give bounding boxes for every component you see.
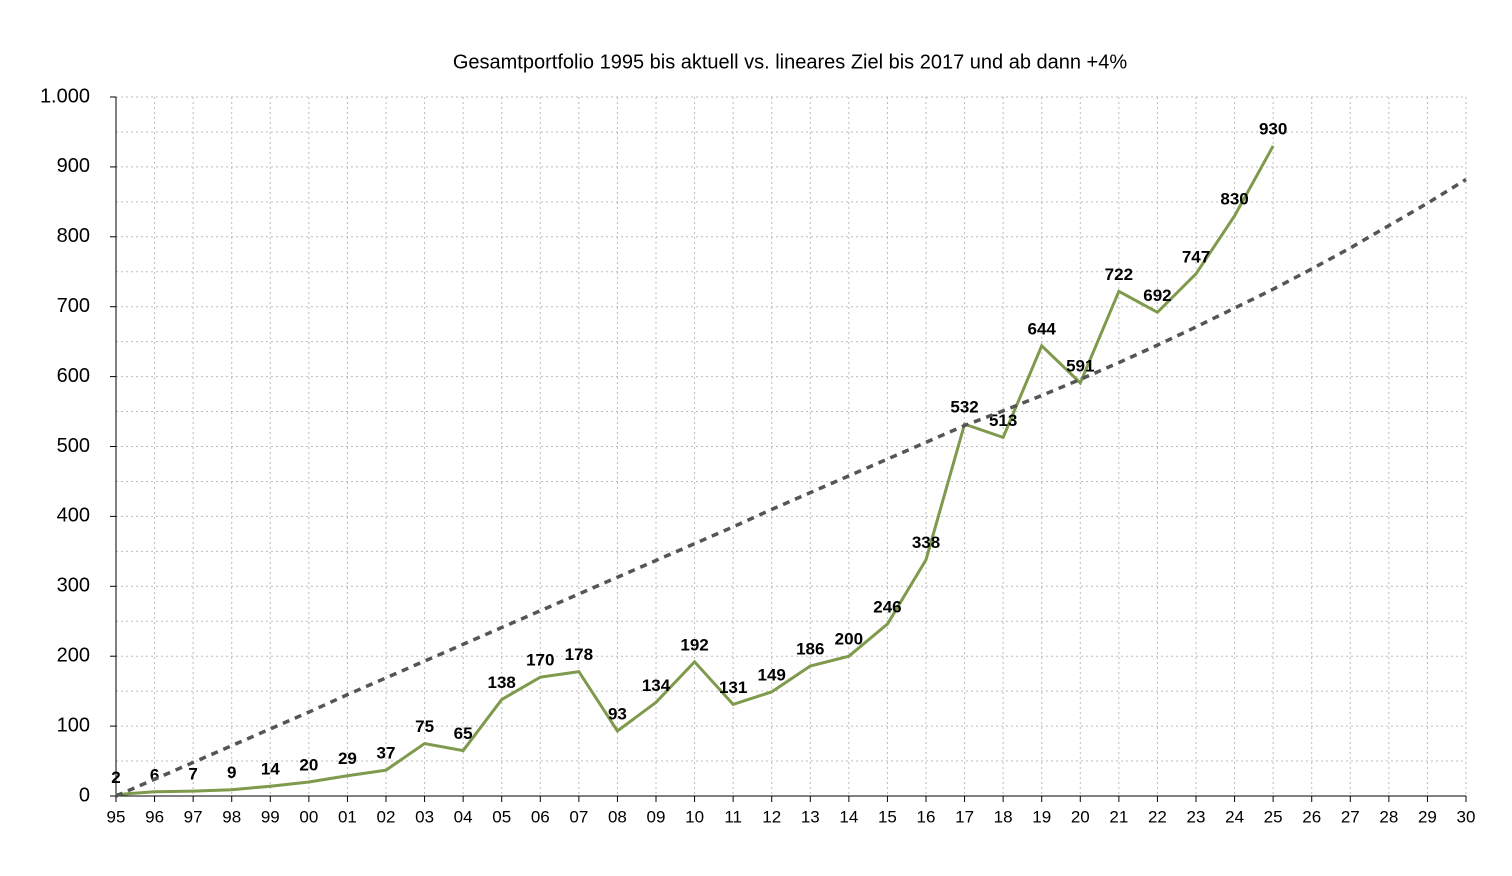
x-tick-label: 19 — [1032, 807, 1051, 826]
x-tick-label: 29 — [1418, 807, 1437, 826]
y-tick-label: 800 — [57, 225, 90, 247]
x-tick-label: 20 — [1071, 807, 1090, 826]
x-tick-label: 02 — [377, 807, 396, 826]
x-tick-label: 10 — [685, 807, 704, 826]
x-tick-label: 21 — [1109, 807, 1128, 826]
x-tick-label: 07 — [569, 807, 588, 826]
data-label: 93 — [608, 704, 627, 723]
x-tick-label: 12 — [762, 807, 781, 826]
data-label: 131 — [719, 678, 747, 697]
x-tick-label: 06 — [531, 807, 550, 826]
x-tick-label: 13 — [801, 807, 820, 826]
data-label: 29 — [338, 749, 357, 768]
data-label: 178 — [565, 645, 593, 664]
x-tick-label: 98 — [222, 807, 241, 826]
x-tick-label: 04 — [454, 807, 473, 826]
y-tick-label: 700 — [57, 295, 90, 317]
x-tick-label: 01 — [338, 807, 357, 826]
series-line — [115, 145, 1275, 797]
data-label: 2 — [111, 768, 120, 787]
data-label: 75 — [415, 717, 434, 736]
data-label: 20 — [299, 756, 318, 775]
x-tick-label: 99 — [261, 807, 280, 826]
x-tick-label: 25 — [1264, 807, 1283, 826]
y-tick-label: 900 — [57, 155, 90, 177]
data-label: 37 — [377, 744, 396, 763]
data-label: 591 — [1066, 356, 1094, 375]
x-tick-label: 96 — [145, 807, 164, 826]
data-label: 644 — [1028, 319, 1057, 338]
y-tick-label: 500 — [57, 435, 90, 457]
data-label: 65 — [454, 724, 473, 743]
x-tick-label: 14 — [839, 807, 858, 826]
data-label: 14 — [261, 760, 280, 779]
data-label: 138 — [488, 673, 516, 692]
data-label: 149 — [758, 665, 786, 684]
data-label: 246 — [873, 598, 901, 617]
data-label: 513 — [989, 411, 1017, 430]
data-label: 9 — [227, 763, 236, 782]
x-tick-label: 26 — [1302, 807, 1321, 826]
x-tick-label: 30 — [1457, 807, 1476, 826]
data-label: 338 — [912, 533, 940, 552]
x-tick-label: 08 — [608, 807, 627, 826]
data-label: 830 — [1220, 189, 1248, 208]
data-label: 930 — [1259, 119, 1287, 138]
data-label: 722 — [1105, 265, 1133, 284]
data-label: 134 — [642, 676, 671, 695]
y-tick-label: 0 — [79, 784, 90, 806]
data-label: 200 — [835, 630, 863, 649]
y-tick-label: 1.000 — [40, 85, 90, 107]
series-line — [115, 177, 1467, 798]
data-label: 170 — [526, 651, 554, 670]
x-tick-label: 22 — [1148, 807, 1167, 826]
data-label: 692 — [1143, 286, 1171, 305]
data-label: 6 — [150, 765, 159, 784]
x-tick-label: 18 — [994, 807, 1013, 826]
x-tick-label: 17 — [955, 807, 974, 826]
x-tick-label: 27 — [1341, 807, 1360, 826]
y-tick-label: 100 — [57, 714, 90, 736]
data-label: 192 — [680, 635, 708, 654]
x-tick-label: 28 — [1379, 807, 1398, 826]
data-label: 186 — [796, 639, 824, 658]
y-tick-label: 400 — [57, 505, 90, 527]
x-tick-label: 97 — [184, 807, 203, 826]
data-label: 532 — [950, 398, 978, 417]
x-tick-label: 23 — [1187, 807, 1206, 826]
x-tick-label: 24 — [1225, 807, 1244, 826]
x-tick-label: 09 — [647, 807, 666, 826]
data-label: 7 — [188, 765, 197, 784]
x-tick-label: 95 — [107, 807, 126, 826]
data-label: 747 — [1182, 247, 1210, 266]
x-tick-label: 11 — [724, 807, 742, 826]
x-tick-label: 05 — [492, 807, 511, 826]
y-tick-label: 600 — [57, 365, 90, 387]
x-tick-label: 00 — [299, 807, 318, 826]
chart-title: Gesamtportfolio 1995 bis aktuell vs. lin… — [453, 51, 1128, 73]
y-tick-label: 200 — [57, 644, 90, 666]
y-tick-label: 300 — [57, 575, 90, 597]
x-tick-label: 16 — [917, 807, 936, 826]
x-tick-label: 15 — [878, 807, 897, 826]
x-tick-label: 03 — [415, 807, 434, 826]
